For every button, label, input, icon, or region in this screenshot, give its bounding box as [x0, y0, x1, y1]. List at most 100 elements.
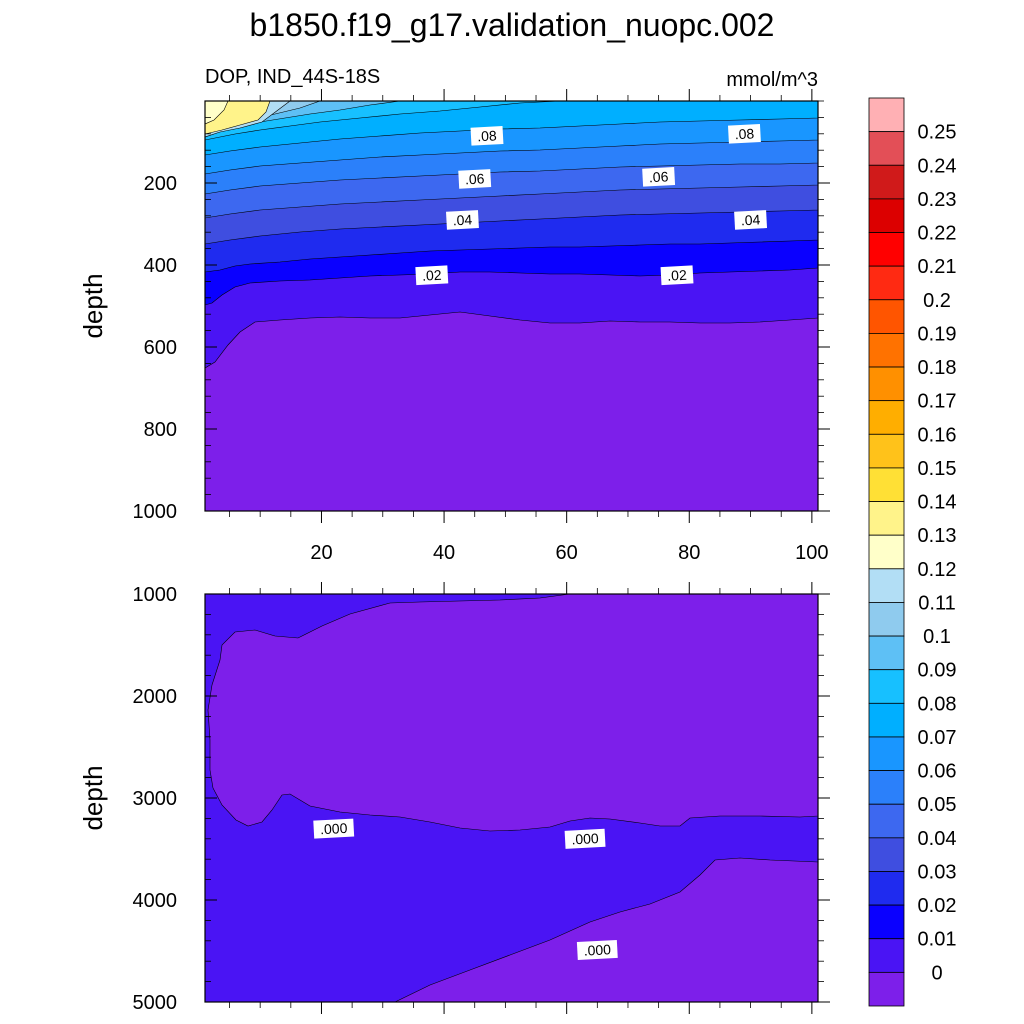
- colorbar-label: 0.21: [918, 256, 957, 278]
- lower-contour-plot: [205, 594, 818, 1002]
- colorbar-label: 0.11: [918, 592, 955, 614]
- y-tick-label: 400: [144, 255, 177, 277]
- y-tick-label: 4000: [133, 890, 178, 912]
- upper-frame: [204, 100, 819, 512]
- contour-label: .02: [415, 265, 449, 286]
- colorbar-swatch: [868, 837, 905, 872]
- colorbar-label: 0.09: [918, 660, 957, 682]
- colorbar-label: 0.22: [918, 223, 957, 245]
- y-tick-label: 3000: [133, 788, 178, 810]
- colorbar-label: 0.13: [918, 525, 957, 547]
- colorbar-swatch: [868, 97, 905, 133]
- svg-text:.000: .000: [571, 830, 599, 847]
- main-title: b1850.f19_g17.validation_nuopc.002: [250, 7, 775, 43]
- lower-band-upper: [207, 594, 818, 832]
- x-tick-label: 100: [795, 542, 828, 564]
- panel-left-label: DOP, IND_44S-18S: [205, 66, 380, 88]
- svg-text:.04: .04: [740, 211, 760, 228]
- colorbar-swatch: [868, 433, 905, 469]
- x-tick-label: 20: [310, 542, 332, 564]
- colorbar-swatch: [868, 131, 905, 166]
- band-0.13: [205, 101, 229, 125]
- colorbar-swatch: [868, 871, 905, 906]
- upper-ylabel: depth: [78, 273, 108, 338]
- panel-units-label: mmol/m^3: [726, 69, 818, 91]
- colorbar-label: 0.16: [918, 424, 957, 446]
- svg-text:.06: .06: [465, 170, 485, 187]
- lower-ticks: 1000 2000 3000 4000 5000: [133, 582, 830, 1014]
- upper-contour-plot: [205, 101, 818, 511]
- colorbar-swatch: [868, 164, 905, 200]
- x-tick-label: 80: [678, 542, 700, 564]
- svg-text:.000: .000: [320, 820, 348, 837]
- colorbar-swatch: [868, 265, 905, 301]
- colorbar-label: 0: [931, 962, 942, 984]
- colorbar-label: 0.17: [918, 391, 957, 413]
- colorbar-label: 0.19: [918, 323, 957, 345]
- colorbar-swatch: [868, 400, 905, 435]
- colorbar-swatch: [868, 770, 905, 805]
- y-tick-label: 1000: [133, 501, 178, 523]
- colorbar-swatch: [868, 534, 905, 570]
- colorbar-label: 0.1: [923, 626, 951, 648]
- colorbar-swatch: [868, 299, 905, 334]
- y-tick-label: 2000: [133, 686, 178, 708]
- colorbar-label: 0.24: [918, 155, 957, 177]
- colorbar-swatch: [868, 366, 905, 402]
- colorbar-swatch: [868, 568, 905, 603]
- y-tick-label: 800: [144, 419, 177, 441]
- upper-ticks: 200 400 600 800 1000 20 40 60 80 100: [133, 89, 830, 564]
- colorbar-label: 0.12: [918, 559, 957, 581]
- colorbar-swatch: [868, 938, 905, 973]
- y-tick-label: 5000: [133, 992, 178, 1014]
- colorbar-swatch: [868, 467, 905, 502]
- contour-label: .000: [576, 939, 618, 961]
- colorbar-label: 0.04: [918, 828, 957, 850]
- colorbar-swatch: [868, 702, 905, 738]
- colorbar-label: 0.03: [918, 861, 957, 883]
- colorbar-swatch: [868, 736, 905, 771]
- svg-text:.08: .08: [477, 127, 497, 144]
- contour-label: .06: [642, 167, 676, 187]
- colorbar-label: 0.14: [918, 492, 957, 514]
- svg-text:.02: .02: [422, 267, 442, 284]
- colorbar-swatch: [868, 669, 905, 704]
- x-tick-label: 60: [556, 542, 578, 564]
- colorbar: 0.25 0.24 0.23 0.22 0.21 0.2 0.19 0.18 0.17 0.16 0…: [868, 97, 957, 1007]
- colorbar-label: 0.07: [918, 727, 957, 749]
- y-tick-label: 200: [144, 173, 177, 195]
- colorbar-label: 0.2: [923, 290, 951, 312]
- svg-text:.000: .000: [583, 941, 611, 958]
- contour-label: .08: [470, 126, 504, 146]
- colorbar-swatch: [868, 971, 905, 1007]
- contour-label: .000: [313, 818, 355, 839]
- colorbar-swatch: [868, 635, 905, 671]
- colorbar-label: 0.25: [918, 122, 957, 144]
- contour-label: .08: [727, 123, 761, 144]
- colorbar-swatch: [868, 232, 905, 267]
- colorbar-label: 0.23: [918, 189, 957, 211]
- svg-text:.08: .08: [734, 125, 754, 142]
- colorbar-swatch: [868, 803, 905, 839]
- contour-label: .04: [734, 210, 768, 230]
- colorbar-label: 0.05: [918, 794, 957, 816]
- colorbar-swatch: [868, 198, 905, 233]
- contour-label: .04: [446, 210, 479, 230]
- colorbar-label: 0.01: [918, 929, 957, 951]
- svg-text:.04: .04: [452, 211, 472, 228]
- colorbar-swatch: [868, 333, 905, 368]
- colorbar-label: 0.02: [918, 895, 957, 917]
- upper-contour-labels: .08 .08 .06 .06 .04 .04 .02 .02: [415, 123, 768, 286]
- y-tick-label: 600: [144, 337, 177, 359]
- svg-text:.06: .06: [648, 168, 668, 185]
- lower-ylabel: depth: [78, 765, 108, 830]
- colorbar-label: 0.18: [918, 357, 957, 379]
- contour-label: .02: [660, 265, 694, 286]
- colorbar-label: 0.15: [918, 458, 957, 480]
- lower-contour-labels: .000 .000 .000: [313, 818, 618, 961]
- svg-text:.02: .02: [667, 267, 687, 284]
- colorbar-label: 0.08: [918, 693, 957, 715]
- contour-label: .06: [458, 169, 492, 189]
- contour-label: .000: [564, 828, 606, 849]
